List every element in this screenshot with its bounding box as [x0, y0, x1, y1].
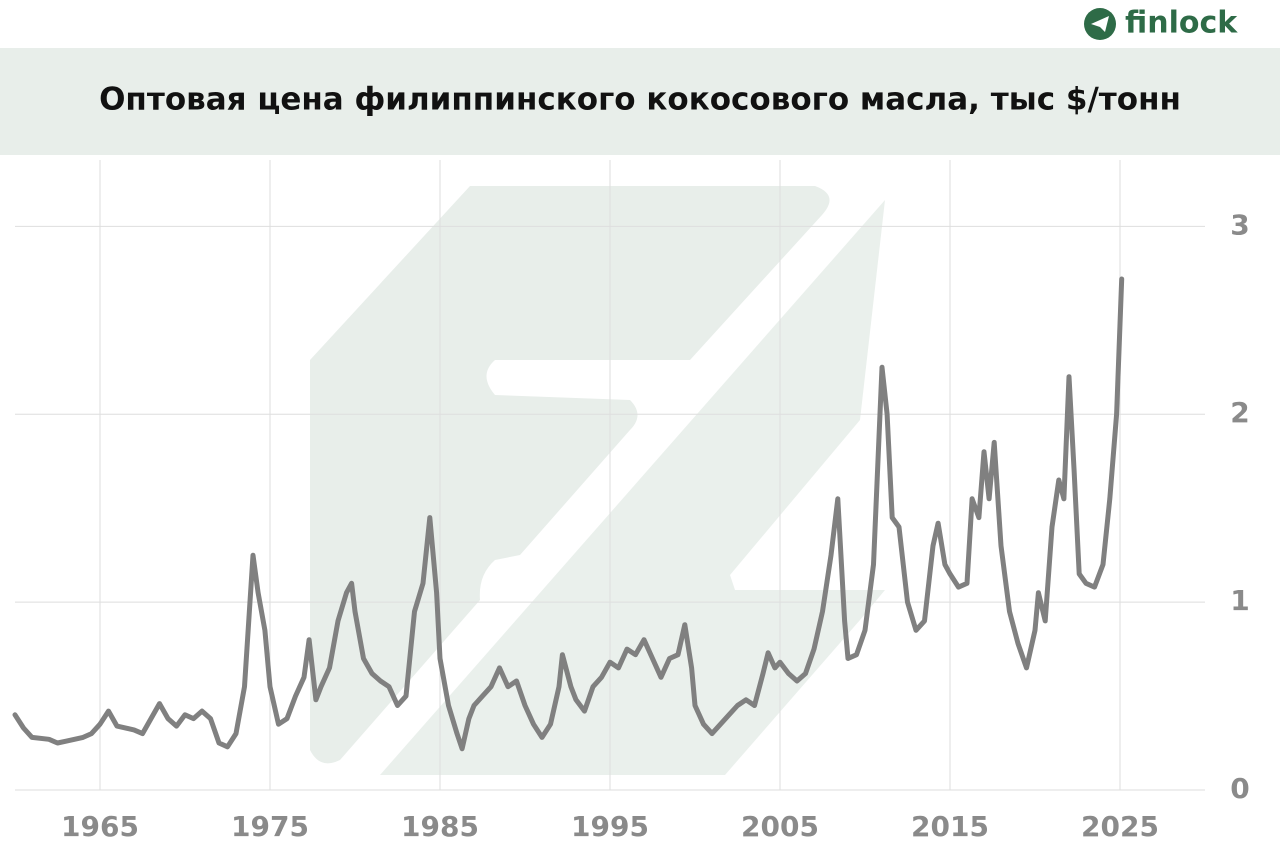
chart-title: Оптовая цена филиппинского кокосового ма…	[99, 82, 1181, 118]
x-tick-label: 1965	[61, 810, 139, 843]
brand: finlock	[1125, 6, 1238, 41]
x-tick-label: 2015	[911, 810, 989, 843]
y-tick-label: 3	[1230, 208, 1249, 241]
title-bar	[0, 48, 1280, 155]
x-tick-label: 2025	[1081, 810, 1159, 843]
x-tick-label: 2005	[741, 810, 819, 843]
y-tick-label: 1	[1230, 584, 1249, 617]
y-tick-label: 0	[1230, 772, 1249, 805]
price-line	[12, 276, 1125, 752]
x-tick-label: 1995	[571, 810, 649, 843]
x-tick-label: 1975	[231, 810, 309, 843]
y-tick-label: 2	[1230, 396, 1249, 429]
x-tick-label: 1985	[401, 810, 479, 843]
watermark	[310, 186, 885, 775]
brand-icon-plane	[1091, 16, 1109, 32]
